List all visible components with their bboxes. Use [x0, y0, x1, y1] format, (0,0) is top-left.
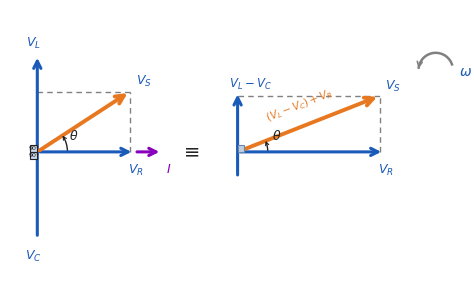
Text: $V_L - V_C$: $V_L - V_C$ [229, 76, 272, 92]
Bar [30, 152, 37, 159]
Text: $V_L$: $V_L$ [26, 35, 40, 51]
Text: 90°: 90° [28, 146, 39, 151]
Bar [30, 145, 37, 152]
Text: $V_S$: $V_S$ [137, 74, 152, 89]
Text: $\omega$: $\omega$ [459, 65, 473, 79]
Text: $I$: $I$ [166, 163, 172, 176]
Text: $V_C$: $V_C$ [25, 249, 41, 264]
Text: $V_R$: $V_R$ [128, 163, 144, 178]
Bar [237, 145, 244, 152]
Text: 90°: 90° [28, 153, 39, 158]
Text: $V_R$: $V_R$ [378, 163, 394, 178]
Text: $\equiv$: $\equiv$ [180, 142, 200, 161]
Text: $(V_L-V_C)+V_R$: $(V_L-V_C)+V_R$ [264, 86, 335, 125]
Text: $\theta$: $\theta$ [272, 129, 281, 143]
Text: $\theta$: $\theta$ [69, 129, 79, 143]
Text: $V_S$: $V_S$ [385, 79, 401, 94]
